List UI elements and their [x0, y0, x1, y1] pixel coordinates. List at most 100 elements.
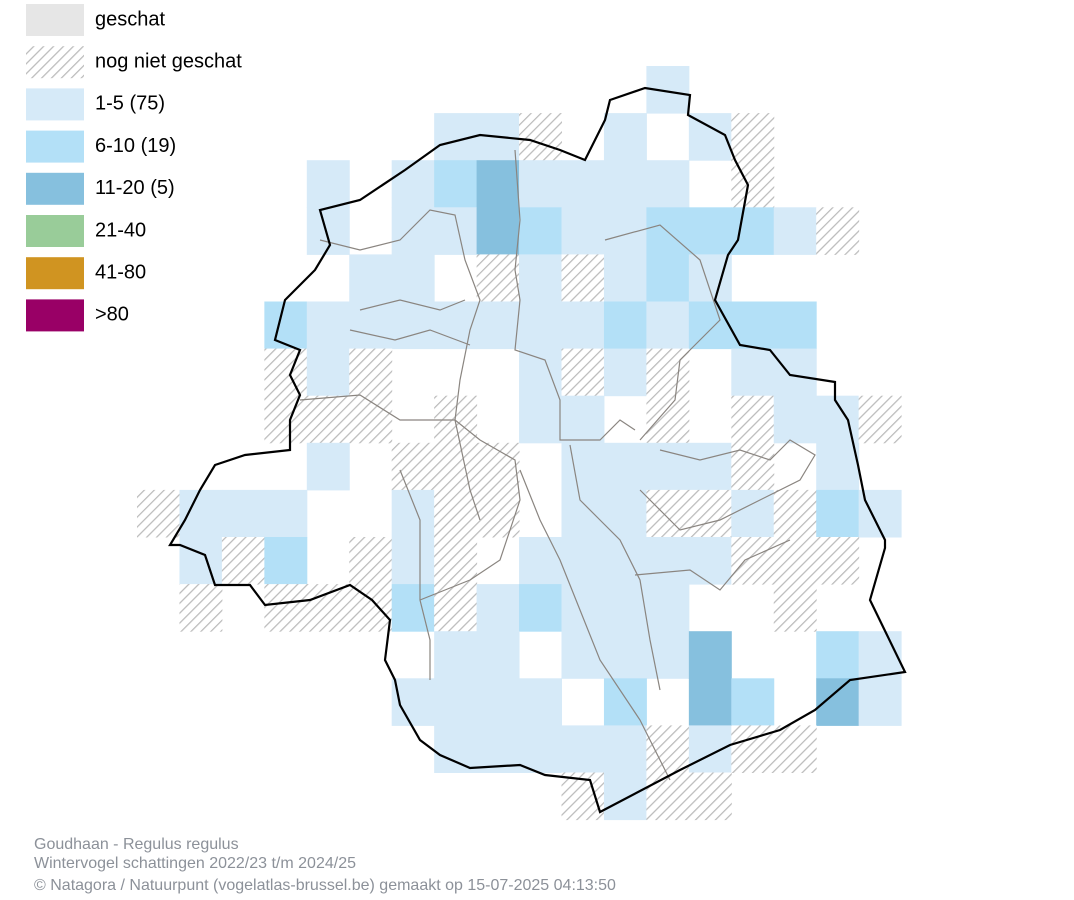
grid-cell: [731, 395, 775, 444]
grid-cell: [603, 725, 647, 773]
grid-cell: [561, 772, 605, 821]
grid-cell: [646, 584, 690, 632]
grid-cell: [561, 395, 605, 444]
grid-cell: [603, 442, 647, 491]
grid-cell: [603, 113, 647, 161]
grid-cell: [349, 537, 393, 585]
grid-cell: [646, 348, 690, 397]
footer-species: Goudhaan - Regulus regulus: [34, 836, 239, 853]
grid-cell: [391, 489, 435, 538]
grid-cell: [773, 584, 817, 632]
municipality-borders: [299, 149, 816, 781]
grid-cell: [349, 584, 393, 632]
grid-cell: [816, 631, 860, 679]
grid-cell: [434, 725, 478, 773]
grid-cell: [561, 489, 605, 538]
grid-cell: [561, 301, 605, 350]
grid-cell: [646, 489, 690, 538]
grid-cell: [519, 348, 562, 397]
grid-cell: [688, 254, 732, 302]
grid-cell: [603, 254, 647, 302]
grid-cell: [816, 489, 860, 538]
grid-cell: [476, 678, 520, 726]
grid-cell: [476, 489, 520, 538]
grid-cell: [646, 301, 690, 350]
legend-label: 1-5 (75): [95, 93, 165, 115]
grid-cell: [561, 631, 605, 679]
grid-cell: [688, 489, 732, 538]
legend-swatch: [26, 88, 84, 121]
legend-label: 21-40: [95, 219, 146, 241]
legend: geschat nog niet geschat 1-5 (75) 6-10 (19)…: [26, 4, 242, 332]
grid-cell: [561, 160, 605, 208]
legend-label: nog niet geschat: [95, 50, 242, 72]
grid-cell: [391, 584, 435, 632]
grid-cell: [731, 678, 775, 726]
grid-cell: [731, 442, 775, 491]
grid-cell: [603, 678, 647, 726]
grid-cell: [306, 160, 350, 208]
grid-cell: [858, 395, 902, 444]
grid-cell: [391, 207, 435, 255]
grid-cell: [561, 348, 605, 397]
grid-cell: [646, 442, 690, 491]
grid-cell: [603, 772, 647, 821]
grid-cell: [306, 442, 350, 491]
grid-cell: [731, 537, 775, 585]
grid-cell: [858, 631, 902, 679]
grid-cell: [221, 537, 265, 585]
grid-cell: [603, 584, 647, 632]
grid-cell: [519, 537, 562, 585]
legend-label: 41-80: [95, 261, 146, 283]
legend-label: >80: [95, 304, 129, 326]
legend-swatch: [26, 130, 84, 163]
grid-cell: [519, 395, 562, 444]
legend-swatch: [26, 299, 84, 332]
grid-cell: [731, 348, 775, 397]
grid-cell: [179, 537, 223, 585]
grid-cell: [773, 301, 817, 350]
grid-cell: [688, 537, 732, 585]
region-border: [168, 86, 907, 814]
grid-cell: [434, 207, 478, 255]
grid-cell: [434, 631, 478, 679]
grid-cell: [434, 301, 478, 350]
grid-cell: [349, 395, 393, 444]
grid-cell: [264, 537, 308, 585]
grid-cell: [773, 725, 817, 773]
grid-cell: [773, 395, 817, 444]
grid-cell: [603, 160, 647, 208]
grid-cell: [688, 301, 732, 350]
grid-cell: [688, 772, 732, 821]
grid-cell: [561, 254, 605, 302]
legend-swatch: [26, 215, 84, 247]
grid-cell: [646, 772, 690, 821]
legend-swatch: [26, 172, 84, 205]
grid-cell: [519, 207, 562, 255]
grid-cell: [646, 160, 690, 208]
grid-cell: [773, 489, 817, 538]
legend-label: 6-10 (19): [95, 135, 176, 157]
grid-cell: [349, 301, 393, 350]
grid-cell: [519, 160, 562, 208]
legend-swatch: [26, 46, 84, 79]
grid-cell: [434, 537, 478, 585]
grid-cell: [519, 113, 562, 161]
footer-period: Wintervogel schattingen 2022/23 t/m 2024…: [34, 855, 356, 872]
grid-cell: [561, 537, 605, 585]
grid-cell: [816, 207, 860, 255]
grid-cell: [519, 725, 562, 773]
grid-cell: [731, 113, 775, 161]
grid-cell: [476, 207, 520, 255]
grid-cell: [476, 254, 520, 302]
grid-cell: [858, 678, 902, 726]
grid-cell: [221, 489, 265, 538]
legend-label: geschat: [95, 8, 165, 30]
grid-cell: [688, 725, 732, 773]
legend-swatch: [26, 257, 84, 290]
grid-cell: [561, 207, 605, 255]
grid-cell: [561, 584, 605, 632]
grid-cell: [561, 725, 605, 773]
